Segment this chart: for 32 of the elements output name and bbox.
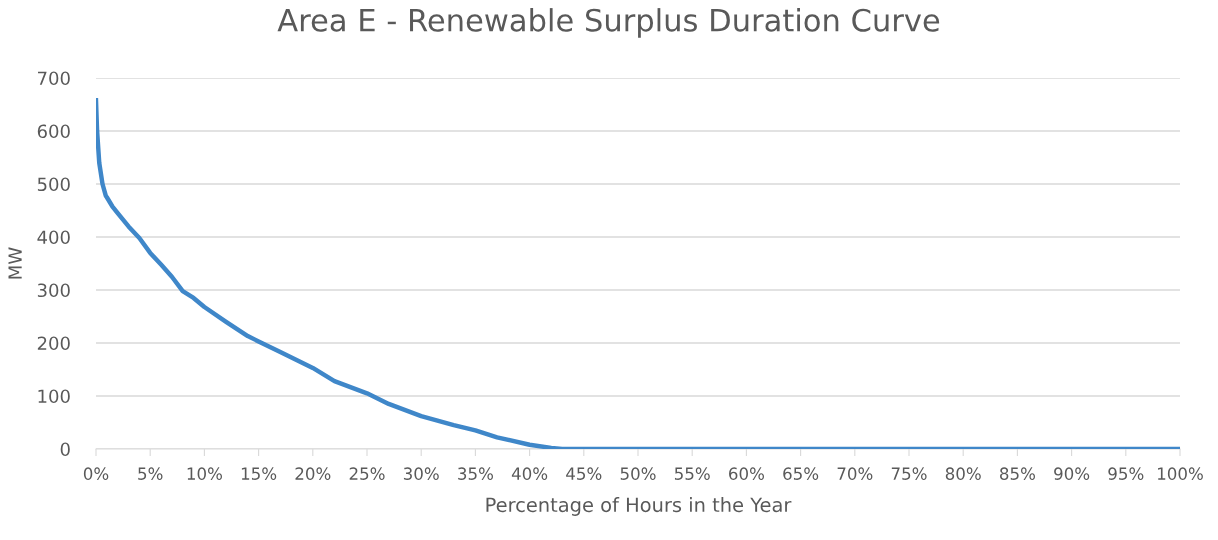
x-tick-label: 80% — [945, 467, 981, 480]
x-tick-label: 70% — [837, 467, 873, 480]
x-tick-label: 0% — [83, 467, 109, 480]
x-tick-label: 40% — [511, 467, 548, 480]
x-tick-label: 55% — [674, 467, 710, 480]
x-tick-label: 25% — [349, 467, 385, 480]
x-tick-label: 100% — [1158, 467, 1203, 480]
x-tick-label: 20% — [295, 467, 331, 480]
y-tick-label: 100 — [38, 389, 70, 404]
x-tick-label: 95% — [1108, 467, 1144, 480]
y-tick-label: 500 — [37, 177, 70, 192]
x-tick-label: 45% — [566, 467, 602, 480]
x-tick-label: 75% — [891, 467, 927, 480]
x-tick-label: 50% — [620, 467, 656, 480]
y-tick-label: 0 — [60, 442, 70, 457]
x-tick-label: 35% — [458, 467, 493, 480]
x-tick-label: 65% — [783, 467, 819, 480]
x-tick-label: 90% — [1054, 467, 1090, 480]
x-tick-label: 85% — [1000, 467, 1035, 480]
x-tick-label: 30% — [403, 467, 439, 480]
x-axis-title: Percentage of Hours in the Year — [486, 497, 792, 516]
chart-title: Area E - Renewable Surplus Duration Curve — [277, 8, 940, 38]
x-tick-label: 5% — [138, 467, 163, 480]
y-tick-label: 400 — [37, 230, 70, 245]
x-tick-label: 15% — [241, 467, 277, 480]
x-tick-label: 60% — [729, 467, 764, 480]
y-tick-label: 300 — [37, 283, 70, 298]
y-axis-title: MW — [8, 247, 22, 279]
y-tick-label: 200 — [37, 336, 70, 351]
y-tick-label: 700 — [38, 71, 70, 86]
x-tick-label: 10% — [187, 467, 222, 480]
y-tick-label: 600 — [37, 124, 70, 139]
